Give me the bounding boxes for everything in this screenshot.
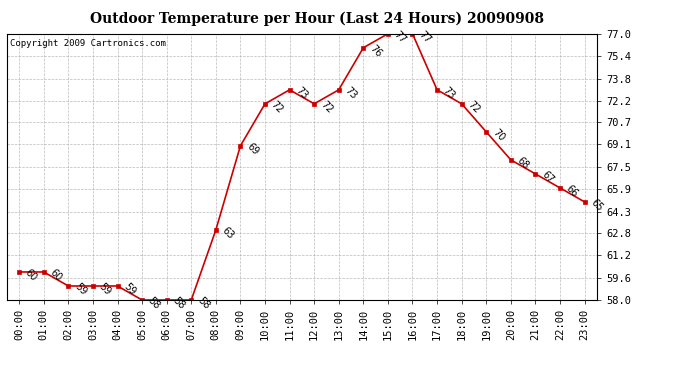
Text: 72: 72: [269, 100, 285, 116]
Text: 59: 59: [121, 282, 137, 298]
Text: 73: 73: [441, 86, 457, 102]
Text: Outdoor Temperature per Hour (Last 24 Hours) 20090908: Outdoor Temperature per Hour (Last 24 Ho…: [90, 11, 544, 26]
Text: 77: 77: [417, 30, 433, 45]
Text: 76: 76: [368, 44, 384, 59]
Text: 58: 58: [195, 296, 211, 312]
Text: 73: 73: [294, 86, 310, 102]
Text: 73: 73: [343, 86, 359, 102]
Text: 66: 66: [564, 184, 580, 200]
Text: 59: 59: [97, 282, 113, 298]
Text: 65: 65: [589, 198, 604, 214]
Text: 69: 69: [244, 142, 260, 158]
Text: 70: 70: [491, 128, 506, 144]
Text: 58: 58: [146, 296, 162, 312]
Text: 72: 72: [466, 100, 482, 116]
Text: 72: 72: [318, 100, 334, 116]
Text: 58: 58: [171, 296, 187, 312]
Text: 63: 63: [220, 226, 236, 242]
Text: 67: 67: [540, 170, 555, 186]
Text: 60: 60: [48, 268, 63, 284]
Text: 60: 60: [23, 268, 39, 284]
Text: 68: 68: [515, 156, 531, 171]
Text: 59: 59: [72, 282, 88, 298]
Text: Copyright 2009 Cartronics.com: Copyright 2009 Cartronics.com: [10, 39, 166, 48]
Text: 77: 77: [392, 30, 408, 45]
